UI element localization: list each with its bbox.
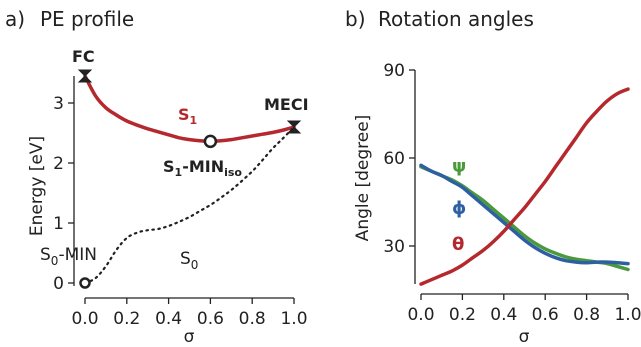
s1-min-iso-label: S1-MINiso <box>163 157 242 179</box>
panel-b-x-tick-label: 0.6 <box>532 305 559 325</box>
panel-b-y-axis-label: Angle [degree] <box>353 115 373 242</box>
panel-a-y-axis-label: Energy [eV] <box>27 136 47 236</box>
panel-a-x-tick-label: 0.8 <box>239 309 266 329</box>
panel-b-title: Rotation angles <box>378 7 534 31</box>
panel-a-x-tick-label: 0.0 <box>71 309 98 329</box>
panel-a-x-tick-label: 1.0 <box>280 309 307 329</box>
panel-b-x-tick-label: 0.2 <box>449 305 476 325</box>
s0-min-label: S0-MIN <box>40 245 97 268</box>
panel-b-x-tick-label: 1.0 <box>614 305 641 325</box>
panel-b-y-tick-label: 30 <box>383 237 405 257</box>
panel-b-series-theta-line <box>419 87 630 286</box>
panel-a-x-tick-label: 0.6 <box>197 309 224 329</box>
phi-series-label: ϕ <box>452 198 466 219</box>
panel-a-y-tick-label: 1 <box>53 214 64 234</box>
panel-a-y-tick-label: 2 <box>53 154 64 174</box>
panel-b-rotation-angles: b) Rotation angles 30 60 90 0.0 0.2 0.4 0.6 0.… <box>345 7 641 347</box>
meci-point-marker <box>286 120 302 134</box>
panel-b-x-axis-label: σ <box>519 327 530 347</box>
panel-b-y-tick-label: 90 <box>383 61 405 81</box>
panel-b-x-tick-label: 0.8 <box>573 305 600 325</box>
panel-a-x-axis-label: σ <box>184 327 195 347</box>
panel-a-x-tick-label: 0.4 <box>155 309 182 329</box>
s1-min-iso-point-marker <box>203 134 218 149</box>
theta-series-label: θ <box>452 234 464 255</box>
panel-a-title: PE profile <box>40 7 134 31</box>
panel-a-label: a) <box>5 7 25 31</box>
panel-a-y-tick-label: 0 <box>53 274 64 294</box>
panel-b-series-phi-line <box>419 163 630 266</box>
s0-min-point-marker <box>79 277 91 289</box>
panel-b-x-tick-label: 0.0 <box>407 305 434 325</box>
s1-curve-label: S1 <box>178 105 197 127</box>
s0-curve-label: S0 <box>180 249 198 272</box>
panel-a-x-tick-label: 0.2 <box>113 309 140 329</box>
panel-b-x-tick-label: 0.4 <box>490 305 517 325</box>
fc-label: FC <box>72 47 95 66</box>
panel-a-series-s1-line <box>83 74 296 144</box>
panel-a-pe-profile: a) PE profile 0 1 2 3 0.0 0.2 0.4 0.6 0.8 1.0 En… <box>5 7 309 347</box>
psi-series-label: ψ <box>452 156 466 177</box>
panel-a-y-tick-label: 3 <box>53 94 64 114</box>
meci-label: MECI <box>264 95 309 114</box>
panel-a-series-s0-line <box>83 125 296 285</box>
fc-point-marker <box>77 69 93 83</box>
panel-b-label: b) <box>345 7 366 31</box>
panel-b-y-tick-label: 60 <box>383 149 405 169</box>
